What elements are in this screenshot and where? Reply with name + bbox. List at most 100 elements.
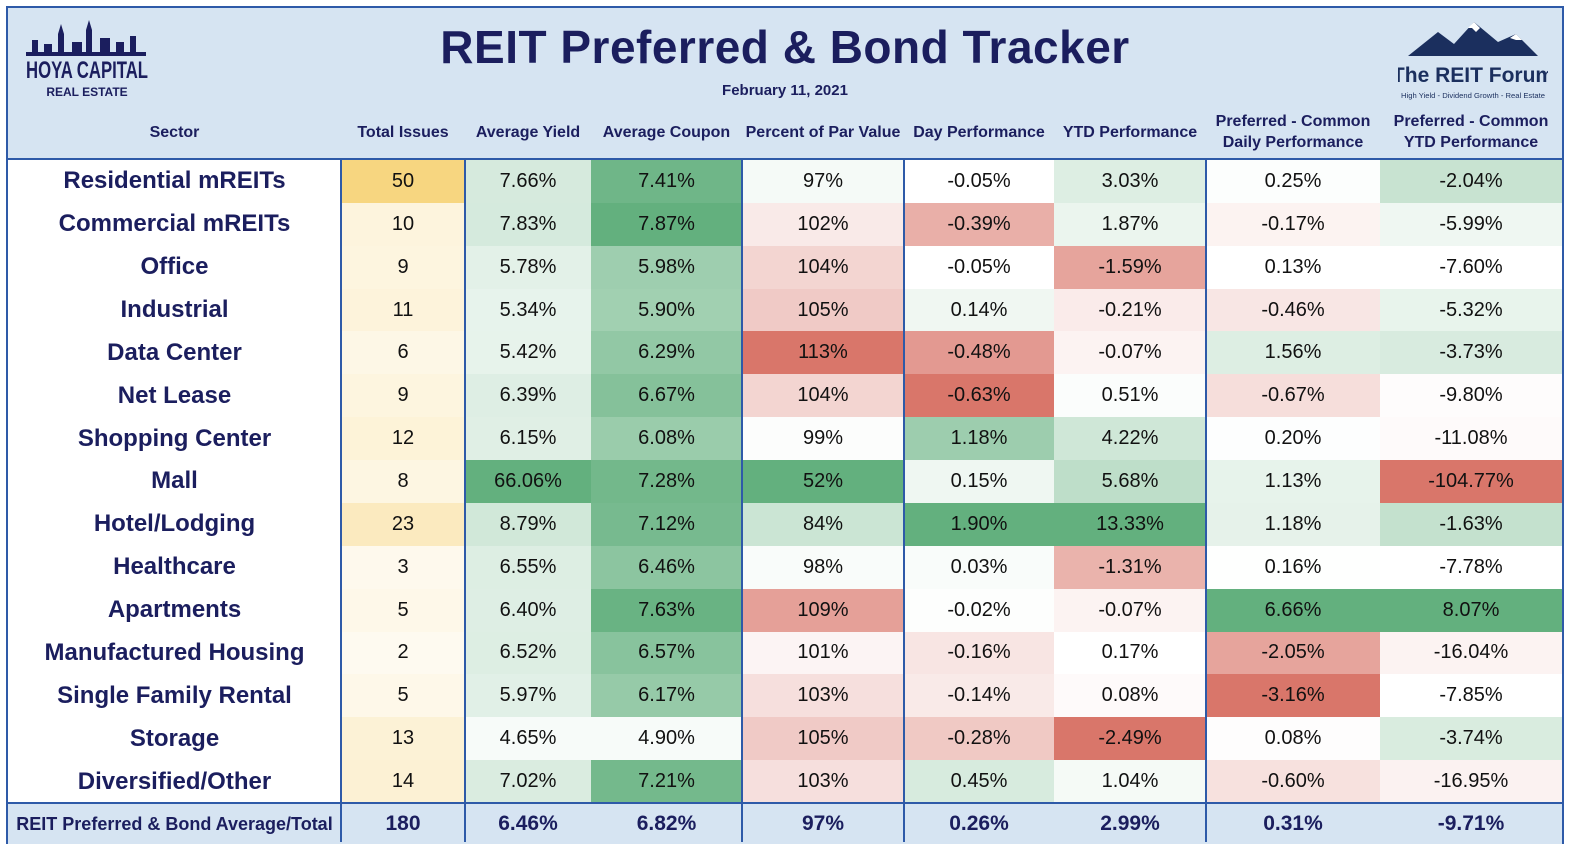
col-header-sector: Sector — [149, 123, 200, 141]
cell-par: 84% — [742, 502, 904, 546]
cell-yield: 4.65% — [465, 717, 591, 761]
cell-sector: Single Family Rental — [57, 681, 292, 709]
cell-sector: Storage — [129, 724, 220, 752]
cell-day: 0.15% — [904, 460, 1054, 503]
cell-pc-daily: 6.66% — [1206, 588, 1380, 632]
cell-ytd: 0.17% — [1054, 631, 1206, 675]
cell-day: -0.02% — [904, 588, 1054, 632]
cell-ytd: 5.68% — [1054, 460, 1206, 503]
cell-par: 52% — [742, 460, 904, 503]
cell-yield: 5.97% — [465, 674, 591, 718]
col-header-average-coupon: Average Coupon — [602, 123, 731, 141]
cell-yield: 66.06% — [465, 460, 591, 503]
cell-day: 1.90% — [904, 502, 1054, 546]
cell-ytd: 1.87% — [1054, 202, 1206, 246]
cell-day: -0.05% — [904, 245, 1054, 289]
col-header-day-performance: Day Performance — [913, 123, 1045, 141]
cell-pc-ytd: -3.73% — [1380, 331, 1562, 375]
cell-ytd: 4.22% — [1054, 417, 1206, 461]
cell-pc-daily: -0.60% — [1206, 760, 1380, 803]
cell-issues: 8 — [341, 460, 465, 503]
cell-issues: 2 — [341, 631, 465, 675]
cell-sector: Commercial mREITs — [58, 210, 291, 238]
table-row: Shopping Center 12 6.15% 6.08% 99% 1.18% 4.22%… — [8, 417, 1562, 461]
divider — [340, 158, 342, 842]
cell-day: -0.05% — [904, 160, 1054, 203]
footer-total-row: REIT Preferred & Bond Average/Total 180 … — [8, 802, 1562, 844]
cell-issues: 5 — [341, 674, 465, 718]
footer-yield: 6.46% — [498, 812, 558, 835]
cell-sector: Manufactured Housing — [44, 638, 305, 666]
logo-right-line1: The REIT Forum — [1398, 64, 1548, 87]
cell-pc-ytd: 8.07% — [1380, 588, 1562, 632]
cell-coupon: 7.63% — [591, 588, 742, 632]
col-header-average-yield: Average Yield — [475, 123, 581, 141]
table-row: Healthcare 3 6.55% 6.46% 98% 0.03% -1.31% 0.16%… — [8, 545, 1562, 589]
cell-issues: 23 — [341, 502, 465, 546]
cell-par: 109% — [742, 588, 904, 632]
cell-sector: Residential mREITs — [63, 167, 286, 195]
logo-left-line2: REAL ESTATE — [46, 85, 127, 99]
cell-par: 104% — [742, 245, 904, 289]
footer-ytd: 2.99% — [1100, 812, 1160, 835]
footer-pc-ytd: -9.71% — [1437, 812, 1505, 835]
cell-issues: 3 — [341, 545, 465, 589]
table-row: Apartments 5 6.40% 7.63% 109% -0.02% -0.07% 6.6… — [8, 588, 1562, 632]
cell-issues: 9 — [341, 374, 465, 418]
cell-ytd: 1.04% — [1054, 760, 1206, 803]
cell-coupon: 6.17% — [591, 674, 742, 718]
cell-pc-ytd: -7.85% — [1380, 674, 1562, 718]
cell-ytd: -0.07% — [1054, 331, 1206, 375]
cell-pc-daily: -3.16% — [1206, 674, 1380, 718]
cell-day: -0.39% — [904, 202, 1054, 246]
cell-yield: 7.02% — [465, 760, 591, 803]
cell-pc-daily: -2.05% — [1206, 631, 1380, 675]
cell-sector: Apartments — [107, 596, 242, 624]
header: HOYA CAPITAL REAL ESTATE REIT Preferred … — [8, 8, 1562, 158]
cell-issues: 10 — [341, 202, 465, 246]
cell-ytd: -2.49% — [1054, 717, 1206, 761]
cell-pc-ytd: -5.32% — [1380, 288, 1562, 332]
divider — [903, 158, 905, 842]
cell-sector: Diversified/Other — [77, 767, 272, 795]
cell-sector: Data Center — [107, 338, 242, 366]
cell-pc-daily: -0.67% — [1206, 374, 1380, 418]
divider — [464, 158, 466, 842]
cell-sector: Industrial — [120, 296, 229, 324]
col-header-pc-daily: Preferred - Common Daily Performance — [1215, 113, 1371, 151]
cell-coupon: 7.21% — [591, 760, 742, 803]
cell-par: 97% — [742, 160, 904, 203]
cell-coupon: 6.46% — [591, 545, 742, 589]
cell-yield: 6.52% — [465, 631, 591, 675]
cell-sector: Hotel/Lodging — [93, 510, 256, 538]
cell-day: -0.48% — [904, 331, 1054, 375]
cell-sector: Net Lease — [117, 381, 232, 409]
logo-right-line2: High Yield - Dividend Growth - Real Esta… — [1401, 93, 1545, 100]
table-row: Diversified/Other 14 7.02% 7.21% 103% 0.45% 1.… — [8, 760, 1562, 803]
cell-sector: Healthcare — [113, 553, 236, 581]
cell-day: 0.03% — [904, 545, 1054, 589]
cell-yield: 5.42% — [465, 331, 591, 375]
cell-sector: Shopping Center — [77, 424, 272, 452]
cell-sector: Mall — [151, 467, 198, 495]
cell-pc-ytd: -9.80% — [1380, 374, 1562, 418]
cell-pc-daily: 0.13% — [1206, 245, 1380, 289]
cell-pc-daily: 1.13% — [1206, 460, 1380, 503]
cell-par: 98% — [742, 545, 904, 589]
cell-pc-daily: 0.16% — [1206, 545, 1380, 589]
cell-coupon: 7.28% — [591, 460, 742, 503]
cell-ytd: 3.03% — [1054, 160, 1206, 203]
table-row: Office 9 5.78% 5.98% 104% -0.05% -1.59% 0.13% -7… — [8, 245, 1562, 289]
table-row: Industrial 11 5.34% 5.90% 105% 0.14% -0.21% -0.… — [8, 288, 1562, 332]
cell-yield: 8.79% — [465, 502, 591, 546]
col-header-percent-par: Percent of Par Value — [745, 123, 901, 141]
cell-par: 103% — [742, 674, 904, 718]
cell-day: 0.45% — [904, 760, 1054, 803]
cell-issues: 5 — [341, 588, 465, 632]
cell-day: -0.28% — [904, 717, 1054, 761]
cell-ytd: -0.07% — [1054, 588, 1206, 632]
footer-pc-daily: 0.31% — [1263, 812, 1323, 835]
cell-par: 101% — [742, 631, 904, 675]
footer-sector: REIT Preferred & Bond Average/Total — [16, 813, 333, 834]
cell-pc-daily: 0.20% — [1206, 417, 1380, 461]
